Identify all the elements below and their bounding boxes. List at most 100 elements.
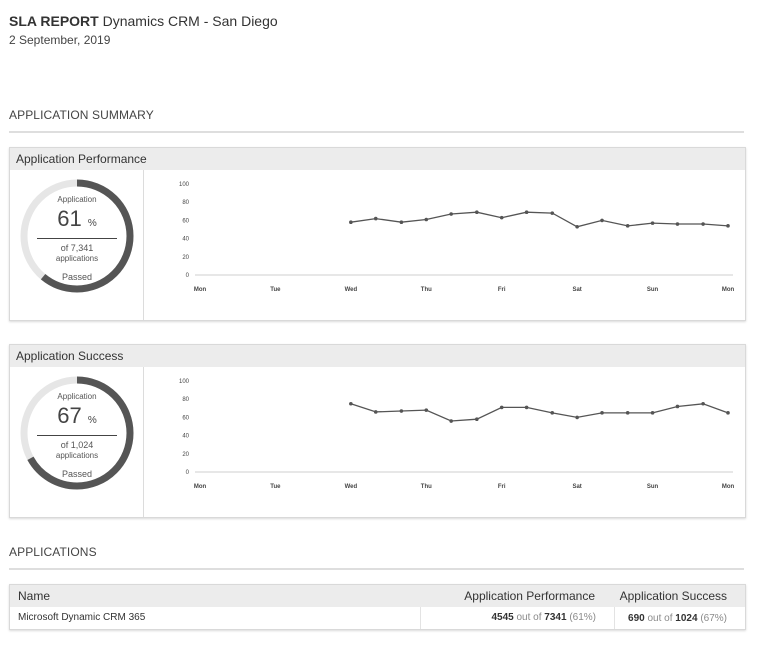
gauge-application-performance: Application 61 % of 7,341 applications P… xyxy=(10,170,144,320)
gauge-status: Passed xyxy=(61,272,93,282)
gauge-divider xyxy=(37,435,117,436)
gauge-value-unit: % xyxy=(87,218,97,229)
data-point xyxy=(524,210,529,215)
x-tick-label: Sat xyxy=(572,484,581,490)
y-tick-label: 60 xyxy=(182,415,189,421)
x-tick-label: Wed xyxy=(345,287,358,293)
x-tick-label: Mon xyxy=(722,287,735,293)
data-point xyxy=(399,409,404,413)
y-tick-label: 80 xyxy=(182,397,189,403)
cell-success: 690 out of 1024 (67%) xyxy=(615,613,745,624)
data-point xyxy=(575,415,579,420)
panel-title: Application Performance xyxy=(10,148,745,170)
gauge-value: 61 % xyxy=(17,206,137,232)
gauge-application-success: Application 67 % of 1,024 applications P… xyxy=(10,367,144,517)
x-tick-label: Fri xyxy=(498,484,506,490)
gauge-ring xyxy=(20,376,134,490)
x-tick-label: Sat xyxy=(572,287,581,293)
data-point xyxy=(600,411,604,415)
gauge-top-label: Application xyxy=(57,195,97,204)
data-point xyxy=(726,224,730,228)
data-point xyxy=(399,220,404,225)
y-tick-label: 100 xyxy=(179,182,190,188)
section-divider xyxy=(9,568,744,570)
data-point xyxy=(424,408,429,412)
report-title: SLA REPORT Dynamics CRM - San Diego xyxy=(9,12,278,30)
data-point xyxy=(675,222,680,226)
data-point xyxy=(625,411,630,415)
x-tick-label: Thu xyxy=(421,287,432,293)
x-tick-label: Thu xyxy=(421,484,432,490)
table-row[interactable]: Microsoft Dynamic CRM 365 4545 out of 73… xyxy=(10,607,745,629)
line-chart-application-performance: 100 80 60 40 20 0 Mon Tue Wed Thu Fri Sat Sun Mon xyxy=(179,182,735,293)
data-point xyxy=(550,411,555,415)
y-tick-label: 80 xyxy=(182,200,189,206)
data-point xyxy=(524,405,529,410)
x-tick-label: Tue xyxy=(270,484,281,490)
succ-out-of: out of xyxy=(644,612,676,624)
data-point xyxy=(701,222,705,226)
table-header-row: Name Application Performance Application… xyxy=(10,585,745,607)
data-point xyxy=(449,419,453,423)
data-point xyxy=(650,221,655,225)
y-tick-label: 0 xyxy=(186,470,190,476)
column-header-name[interactable]: Name xyxy=(18,589,51,603)
gauge-of-line: of 7,341 xyxy=(60,243,94,253)
x-tick-label: Fri xyxy=(498,287,506,293)
gauge-of-label: applications xyxy=(55,451,99,460)
x-tick-label: Sun xyxy=(647,287,659,293)
y-tick-label: 40 xyxy=(182,237,189,243)
panel-application-performance: Application Performance Application 61 %… xyxy=(9,147,746,321)
data-point xyxy=(449,212,453,216)
x-tick-label: Mon xyxy=(194,484,207,490)
column-header-success[interactable]: Application Success xyxy=(619,589,727,603)
gauge-ring xyxy=(20,179,134,293)
perf-total: 7341 xyxy=(544,612,567,623)
x-tick-label: Mon xyxy=(194,287,207,293)
data-point xyxy=(475,417,479,422)
data-point xyxy=(726,411,730,415)
gauge-of-line: of 1,024 xyxy=(60,440,94,450)
cell-app-name[interactable]: Microsoft Dynamic CRM 365 xyxy=(10,607,421,629)
report-header: SLA REPORT Dynamics CRM - San Diego 2 Se… xyxy=(9,12,278,48)
data-point xyxy=(373,216,378,221)
panel-application-success: Application Success Application 67 % of … xyxy=(9,344,746,518)
gauge-divider xyxy=(37,238,117,239)
data-point xyxy=(575,224,579,229)
column-header-performance[interactable]: Application Performance xyxy=(464,589,595,603)
data-point xyxy=(349,220,353,225)
gauge-value-number: 67 xyxy=(57,403,82,428)
succ-percent: (67%) xyxy=(697,612,727,624)
gauge-status: Passed xyxy=(61,469,93,479)
data-point xyxy=(349,401,353,406)
gauge-of-label: applications xyxy=(55,254,99,263)
x-tick-label: Wed xyxy=(345,484,358,490)
y-tick-label: 20 xyxy=(182,255,189,261)
gauge-fill xyxy=(20,179,134,293)
report-title-rest: Dynamics CRM - San Diego xyxy=(102,13,278,29)
data-point xyxy=(650,411,655,415)
section-divider xyxy=(9,131,744,133)
y-tick-label: 60 xyxy=(182,218,189,224)
data-point xyxy=(499,405,504,410)
data-point xyxy=(600,218,604,223)
data-point xyxy=(701,401,705,406)
x-tick-label: Tue xyxy=(270,287,281,293)
succ-value: 690 xyxy=(628,612,645,624)
data-point xyxy=(373,410,378,414)
panel-title: Application Success xyxy=(10,345,745,367)
succ-total: 1024 xyxy=(675,612,698,624)
perf-percent: (61%) xyxy=(566,612,596,623)
line-chart-application-success: 100 80 60 40 20 0 Mon Tue Wed Thu Fri Sat Sun Mon xyxy=(179,379,735,490)
cell-performance: 4545 out of 7341 (61%) xyxy=(421,607,615,629)
section-title-applications: APPLICATIONS xyxy=(9,545,97,559)
perf-out-of: out of xyxy=(513,612,545,623)
x-tick-label: Sun xyxy=(647,484,659,490)
y-tick-label: 0 xyxy=(186,273,190,279)
y-tick-label: 40 xyxy=(182,434,189,440)
data-point xyxy=(625,224,630,228)
perf-value: 4545 xyxy=(491,612,514,623)
report-date: 2 September, 2019 xyxy=(9,33,111,47)
series-line xyxy=(350,403,729,422)
gauge-value-number: 61 xyxy=(57,206,82,231)
